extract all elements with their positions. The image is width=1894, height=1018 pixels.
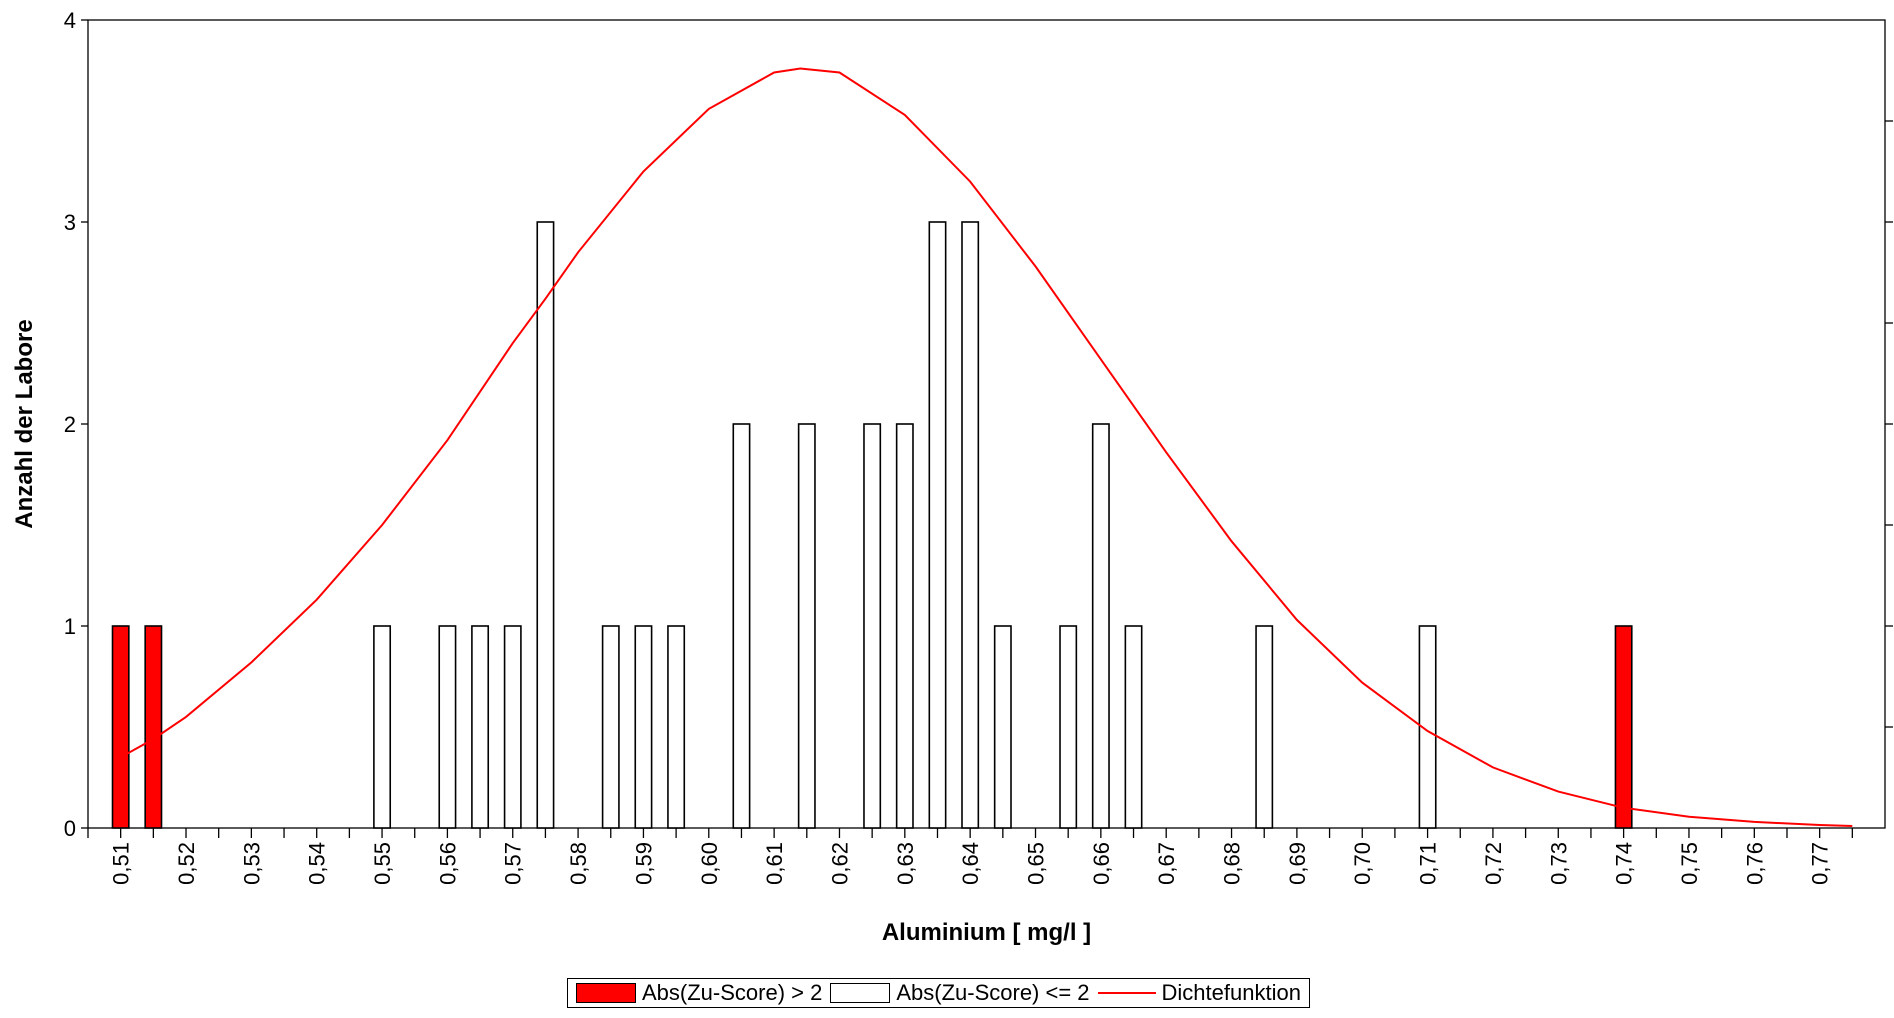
- x-tick-label: 0,52: [174, 842, 199, 885]
- bar-normal: [503, 625, 522, 829]
- x-tick-label: 0,59: [631, 842, 656, 885]
- y-tick-label: 1: [64, 614, 76, 639]
- x-tick-label: 0,77: [1808, 842, 1833, 885]
- legend-item-red: Abs(Zu-Score) > 2: [576, 980, 822, 1006]
- bar-normal: [863, 423, 882, 829]
- density-curve: [120, 67, 1853, 827]
- x-tick-label: 0,68: [1220, 842, 1245, 885]
- x-tick-label: 0,56: [435, 842, 460, 885]
- bar-normal: [732, 423, 751, 829]
- bar-normal: [895, 423, 914, 829]
- x-tick-label: 0,74: [1612, 842, 1637, 885]
- bar-normal: [928, 221, 947, 829]
- x-tick-label: 0,55: [370, 842, 395, 885]
- x-tick-label: 0,53: [239, 842, 264, 885]
- bar-outlier: [111, 625, 130, 829]
- x-tick-label: 0,71: [1416, 842, 1441, 885]
- legend-swatch-white: [830, 983, 891, 1003]
- bar-normal: [667, 625, 686, 829]
- bar-normal: [797, 423, 816, 829]
- x-tick-label: 0,65: [1024, 842, 1049, 885]
- x-tick-label: 0,63: [893, 842, 918, 885]
- x-tick-label: 0,60: [697, 842, 722, 885]
- x-tick-label: 0,64: [958, 842, 983, 885]
- bar-normal: [961, 221, 980, 829]
- x-tick-label: 0,72: [1481, 842, 1506, 885]
- y-axis-label: Anzahl der Labore: [11, 319, 38, 528]
- bar-normal: [373, 625, 392, 829]
- x-tick-label: 0,54: [305, 842, 330, 885]
- legend-item-line: Dichtefunktion: [1097, 980, 1301, 1006]
- x-tick-label: 0,73: [1546, 842, 1571, 885]
- y-tick-label: 4: [64, 8, 76, 33]
- legend: Abs(Zu-Score) > 2 Abs(Zu-Score) <= 2 Dic…: [567, 978, 1310, 1008]
- bar-outlier: [144, 625, 163, 829]
- legend-swatch-red: [576, 983, 636, 1003]
- x-tick-label: 0,58: [566, 842, 591, 885]
- legend-item-white: Abs(Zu-Score) <= 2: [830, 980, 1090, 1006]
- bar-outlier: [1614, 625, 1633, 829]
- x-tick-label: 0,75: [1677, 842, 1702, 885]
- y-tick-label: 0: [64, 816, 76, 841]
- legend-label-density: Dichtefunktion: [1161, 980, 1301, 1005]
- x-tick-label: 0,66: [1089, 842, 1114, 885]
- x-tick-label: 0,51: [109, 842, 134, 885]
- bar-normal: [993, 625, 1012, 829]
- bar-normal: [1059, 625, 1078, 829]
- bar-normal: [1091, 423, 1110, 829]
- x-tick-label: 0,67: [1154, 842, 1179, 885]
- bar-normal: [601, 625, 620, 829]
- x-tick-label: 0,62: [827, 842, 852, 885]
- x-tick-label: 0,61: [762, 842, 787, 885]
- legend-label-outlier: Abs(Zu-Score) > 2: [642, 980, 823, 1005]
- legend-label-normal: Abs(Zu-Score) <= 2: [896, 980, 1090, 1005]
- bar-normal: [634, 625, 653, 829]
- x-tick-label: 0,76: [1742, 842, 1767, 885]
- bar-normal: [438, 625, 457, 829]
- x-tick-label: 0,57: [501, 842, 526, 885]
- bar-normal: [1418, 625, 1437, 829]
- bar-normal: [536, 221, 555, 829]
- y-tick-label: 3: [64, 210, 76, 235]
- y-tick-label: 2: [64, 412, 76, 437]
- x-tick-label: 0,69: [1285, 842, 1310, 885]
- x-tick-label: 0,70: [1350, 842, 1375, 885]
- bar-normal: [1124, 625, 1143, 829]
- x-axis-label: Aluminium [ mg/l ]: [882, 919, 1091, 946]
- legend-swatch-line: [1097, 992, 1156, 994]
- bar-normal: [471, 625, 490, 829]
- bar-normal: [1255, 625, 1274, 829]
